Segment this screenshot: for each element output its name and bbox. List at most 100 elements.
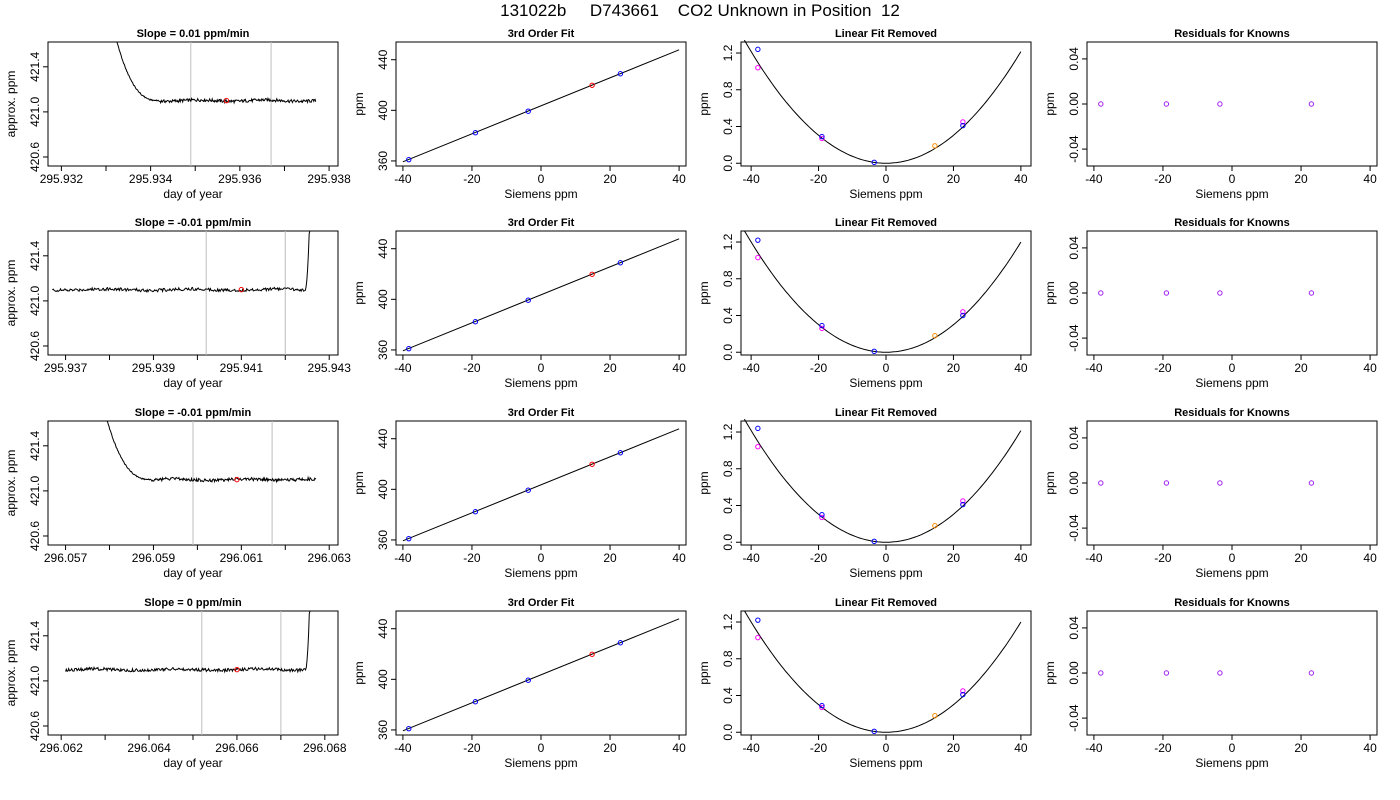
data-point xyxy=(932,523,938,529)
data-point xyxy=(1098,290,1104,296)
x-axis-label: Siemens ppm xyxy=(849,756,922,770)
subplot-1-4: Residuals for Knowns Siemens ppm ppm -40 -20… xyxy=(1043,28,1378,201)
data-point xyxy=(406,725,412,732)
fit-curve xyxy=(743,610,1022,733)
data-point xyxy=(406,156,412,163)
data-point xyxy=(755,237,761,243)
data-point xyxy=(617,260,624,266)
x-tick-label: -20 xyxy=(1154,172,1172,186)
x-tick-label: 295.941 xyxy=(220,361,264,375)
y-axis-label: approx. ppm xyxy=(4,640,18,707)
y-tick-label: 0.8 xyxy=(721,650,735,667)
x-tick-label: 295.936 xyxy=(218,172,262,186)
plot-title: Residuals for Knowns xyxy=(1174,217,1290,229)
y-tick-label: 400 xyxy=(376,479,390,499)
y-tick-label: 0.4 xyxy=(721,307,735,324)
x-tick-label: 0 xyxy=(1229,172,1236,186)
y-axis-label: ppm xyxy=(697,661,711,684)
x-tick-label: -40 xyxy=(742,551,760,565)
x-axis-label: day of year xyxy=(163,566,222,580)
x-tick-label: 40 xyxy=(672,741,686,755)
data-point xyxy=(234,666,240,673)
x-tick-label: 295.943 xyxy=(308,361,352,375)
subplot-3-4: Residuals for Knowns Siemens ppm ppm -40 -20… xyxy=(1043,407,1378,580)
subplot-1-1: Slope = 0.01 ppm/min day of year approx. p… xyxy=(4,28,351,201)
x-tick-label: -20 xyxy=(810,551,828,565)
y-tick-label: 400 xyxy=(376,100,390,120)
concentration-trace xyxy=(105,420,317,484)
y-axis-label: ppm xyxy=(697,471,711,494)
plot-title: Residuals for Knowns xyxy=(1174,597,1290,609)
data-point xyxy=(932,333,938,339)
plot-frame xyxy=(47,230,339,356)
x-axis-label: day of year xyxy=(163,376,222,390)
x-tick-label: 20 xyxy=(1294,551,1308,565)
x-tick-label: 20 xyxy=(947,741,961,755)
y-axis-label: ppm xyxy=(1043,92,1057,115)
plot-frame xyxy=(740,41,1032,167)
data-point xyxy=(472,319,479,325)
fit-line xyxy=(402,618,680,732)
x-tick-label: 0 xyxy=(538,172,545,186)
fit-curve xyxy=(743,230,1022,353)
data-point xyxy=(819,704,825,711)
x-axis-label: Siemens ppm xyxy=(1195,756,1268,770)
subplot-2-2: 3rd Order Fit Siemens ppm ppm -40 -20 0 20 40 36… xyxy=(352,217,687,390)
x-tick-label: 296.061 xyxy=(220,551,264,565)
data-point xyxy=(617,71,624,77)
fit-line xyxy=(402,428,680,542)
x-tick-label: -20 xyxy=(1154,361,1172,375)
y-tick-label: 421.0 xyxy=(28,286,42,316)
y-tick-label: 0.00 xyxy=(1067,92,1081,116)
y-tick-label: 421.4 xyxy=(28,51,42,81)
x-tick-label: -20 xyxy=(1154,741,1172,755)
x-tick-label: 20 xyxy=(947,172,961,186)
y-tick-label: 0.0 xyxy=(721,155,735,172)
plot-title: Slope = -0.01 ppm/min xyxy=(135,407,252,419)
subplot-2-4: Residuals for Knowns Siemens ppm ppm -40 -20… xyxy=(1043,217,1378,390)
x-tick-label: 0 xyxy=(1229,551,1236,565)
data-point xyxy=(472,130,479,136)
y-tick-label: 0.8 xyxy=(721,81,735,98)
x-tick-label: -20 xyxy=(810,172,828,186)
data-point xyxy=(1308,101,1315,107)
y-tick-label: 0.04 xyxy=(1067,47,1081,71)
data-point xyxy=(1098,480,1104,486)
y-axis-label: ppm xyxy=(1043,471,1057,494)
x-tick-label: -20 xyxy=(463,172,481,186)
y-tick-label: 0.04 xyxy=(1067,236,1081,260)
data-point xyxy=(1217,101,1223,107)
subplot-3-3: Linear Fit Removed Siemens ppm ppm -40 -20 0 2… xyxy=(697,407,1032,580)
x-tick-label: 20 xyxy=(603,741,617,755)
plot-frame xyxy=(1086,41,1378,167)
x-tick-label: 295.938 xyxy=(307,172,351,186)
x-tick-label: -40 xyxy=(1085,361,1103,375)
x-tick-label: 295.939 xyxy=(132,361,176,375)
x-tick-label: 20 xyxy=(947,361,961,375)
x-tick-label: 0 xyxy=(883,172,890,186)
data-point xyxy=(1163,670,1170,676)
subplot-3-2: 3rd Order Fit Siemens ppm ppm -40 -20 0 20 40 36… xyxy=(352,407,687,580)
plot-title: Slope = 0.01 ppm/min xyxy=(137,28,250,40)
y-tick-label: 421.0 xyxy=(28,97,42,127)
x-tick-label: -20 xyxy=(1154,551,1172,565)
plot-frame xyxy=(1086,420,1378,546)
x-tick-label: 40 xyxy=(672,551,686,565)
data-point xyxy=(819,133,825,140)
x-tick-label: 20 xyxy=(1294,741,1308,755)
data-point xyxy=(819,702,825,709)
x-tick-label: 40 xyxy=(672,172,686,186)
x-tick-label: 296.063 xyxy=(308,551,352,565)
data-point xyxy=(755,65,761,71)
page-title: 131022b D743661 CO2 Unknown in Position … xyxy=(500,1,900,20)
x-tick-label: 20 xyxy=(1294,172,1308,186)
data-point xyxy=(238,286,245,293)
x-tick-label: 40 xyxy=(1014,741,1028,755)
subplot-1-3: Linear Fit Removed Siemens ppm ppm -40 -20 0 2… xyxy=(697,28,1032,201)
x-tick-label: 0 xyxy=(538,361,545,375)
data-point xyxy=(589,82,595,88)
plot-title: Linear Fit Removed xyxy=(835,28,937,40)
data-point xyxy=(871,159,877,166)
subplot-4-3: Linear Fit Removed Siemens ppm ppm -40 -20 0 2… xyxy=(697,597,1032,770)
data-point xyxy=(755,617,761,623)
